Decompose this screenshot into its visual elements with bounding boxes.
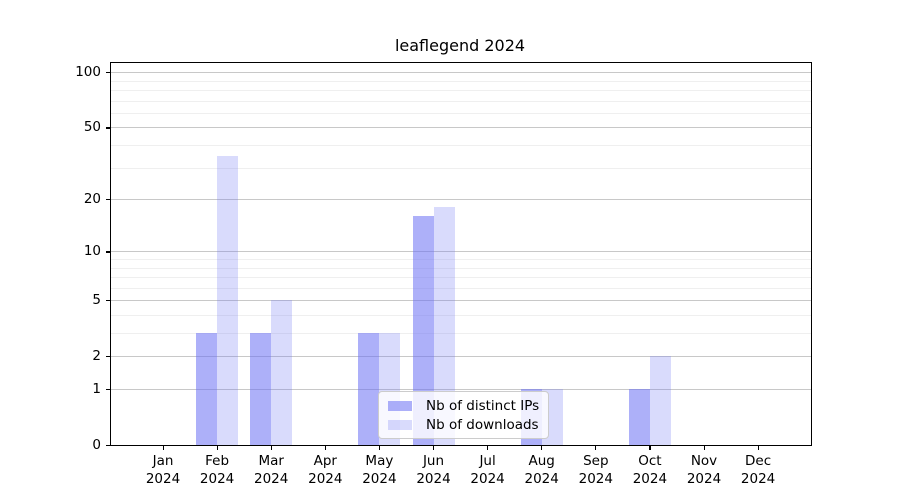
y-tick-mark (106, 127, 110, 129)
x-tick-mark (433, 446, 435, 450)
y-tick-mark (106, 356, 110, 358)
x-tick-label: Jun 2024 (416, 453, 451, 487)
y-tick-label: 1 (92, 381, 101, 397)
bar-downloads-mar (271, 300, 293, 445)
x-tick-label: Aug 2024 (524, 453, 559, 487)
x-tick-label: Oct 2024 (632, 453, 668, 487)
major-gridline (111, 72, 811, 74)
minor-gridline (111, 90, 811, 92)
y-tick-mark (106, 300, 110, 302)
x-tick-label: Dec 2024 (740, 453, 776, 487)
x-tick-mark (595, 446, 597, 450)
bar-downloads-feb (217, 155, 239, 445)
x-tick-mark (541, 446, 543, 450)
x-tick-mark (649, 446, 651, 450)
x-tick-label: May 2024 (362, 453, 397, 487)
legend: Nb of distinct IPs Nb of downloads (378, 391, 550, 439)
legend-label-distinct-ips: Nb of distinct IPs (426, 397, 540, 414)
bar-distinct-ips-oct (628, 389, 650, 445)
x-tick-mark (487, 446, 489, 450)
bar-distinct-ips-feb (196, 333, 218, 445)
minor-gridline (111, 167, 811, 169)
minor-gridline (111, 277, 811, 279)
major-gridline (111, 300, 811, 302)
x-tick-label: Apr 2024 (308, 453, 343, 487)
x-tick-label: Sep 2024 (578, 453, 613, 487)
minor-gridline (111, 80, 811, 82)
minor-gridline (111, 259, 811, 261)
y-tick-mark (106, 72, 110, 74)
minor-gridline (111, 145, 811, 147)
y-tick-label: 5 (92, 292, 101, 309)
x-tick-mark (703, 446, 705, 450)
major-gridline (111, 389, 811, 390)
y-tick-mark (106, 199, 110, 201)
y-tick-label: 100 (75, 64, 101, 81)
x-tick-label: Nov 2024 (686, 453, 722, 487)
y-tick-label: 50 (83, 119, 101, 136)
major-gridline (111, 356, 811, 358)
x-tick-mark (270, 446, 272, 450)
legend-row-downloads: Nb of downloads (388, 415, 539, 434)
bar-distinct-ips-jun (412, 216, 434, 445)
major-gridline (111, 127, 811, 129)
x-tick-mark (324, 446, 326, 450)
minor-gridline (111, 315, 811, 316)
bar-distinct-ips-mar (250, 333, 272, 445)
legend-swatch-downloads-icon (388, 419, 412, 430)
legend-label-downloads: Nb of downloads (426, 416, 539, 433)
legend-swatch-distinct-ips-icon (388, 400, 412, 411)
y-tick-label: 0 (92, 437, 101, 453)
minor-gridline (111, 287, 811, 289)
plot-area: 0 1 2 5 10 20 50 100 Jan 2024 Feb 2024 Mar 2024 Apr… (75, 62, 812, 487)
x-tick-label: Jan 2024 (145, 453, 181, 487)
y-tick-label: 10 (83, 243, 101, 260)
y-tick-mark (106, 251, 110, 253)
y-tick-label: 20 (83, 191, 101, 208)
x-tick-mark (757, 446, 759, 450)
x-tick-label: Mar 2024 (254, 453, 289, 487)
x-tick-label: Feb 2024 (199, 453, 235, 487)
legend-row-distinct-ips: Nb of distinct IPs (388, 396, 539, 415)
minor-gridline (111, 100, 811, 102)
minor-gridline (111, 333, 811, 335)
y-tick-label: 2 (92, 348, 101, 365)
y-tick-mark (106, 389, 110, 391)
major-gridline (111, 251, 811, 253)
x-tick-mark (216, 446, 218, 450)
major-gridline (111, 199, 811, 201)
x-tick-mark (378, 446, 381, 450)
x-tick-mark (162, 446, 164, 450)
y-tick-mark (106, 445, 110, 447)
x-tick-label: Jul 2024 (470, 453, 505, 487)
bar-downloads-oct (649, 356, 671, 445)
minor-gridline (111, 267, 811, 269)
bar-distinct-ips-may (358, 333, 380, 445)
minor-gridline (111, 112, 811, 114)
chart-title: leaflegend 2024 (394, 36, 526, 55)
bar-downloads-jun (433, 207, 455, 445)
